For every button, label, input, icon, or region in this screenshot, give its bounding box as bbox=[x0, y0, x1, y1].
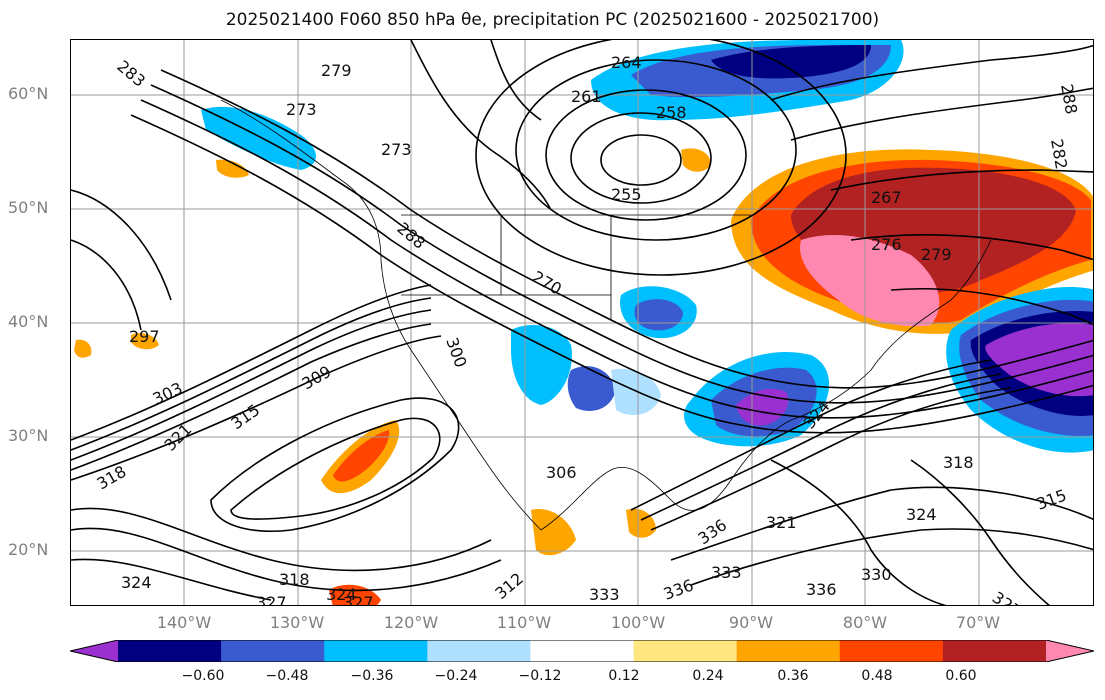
contour-label: 336 bbox=[806, 580, 837, 599]
lon-label-110w: 110°W bbox=[496, 613, 552, 632]
contour-label: 279 bbox=[321, 61, 352, 80]
contour-label: 300 bbox=[442, 335, 470, 370]
contour-label: 273 bbox=[286, 100, 317, 119]
theta-e-contours bbox=[71, 40, 1093, 605]
colorbar-tick: −0.36 bbox=[350, 668, 394, 684]
colorbar-tick: −0.60 bbox=[181, 668, 225, 684]
contour-label: 330 bbox=[861, 565, 892, 584]
lon-label-140w: 140°W bbox=[156, 613, 212, 632]
contour-label: 333 bbox=[589, 585, 620, 604]
lat-label-40n: 40°N bbox=[8, 312, 49, 331]
lon-label-80w: 80°W bbox=[842, 613, 888, 632]
colorbar-tick: 0.12 bbox=[608, 668, 640, 684]
contour-label: 318 bbox=[279, 570, 310, 589]
precip-shading bbox=[74, 40, 1093, 605]
colorbar-tick: 0.36 bbox=[777, 668, 809, 684]
chart-title: 2025021400 F060 850 hPa θe, precipitatio… bbox=[225, 10, 880, 30]
contour-label: 318 bbox=[943, 453, 974, 472]
contour-label: 261 bbox=[571, 87, 602, 106]
contour-label: 312 bbox=[491, 569, 527, 603]
colorbar-tick: −0.12 bbox=[518, 668, 562, 684]
contour-label: 324 bbox=[906, 505, 937, 524]
contour-label: 324 bbox=[326, 585, 357, 604]
colorbar-tick: 0.60 bbox=[945, 668, 977, 684]
contour-label: 279 bbox=[921, 245, 952, 264]
colorbar bbox=[70, 640, 1094, 662]
colorbar-cell bbox=[633, 640, 738, 662]
contour-label: 327 bbox=[989, 588, 1025, 606]
colorbar-cell bbox=[118, 640, 222, 662]
contour-label: 315 bbox=[1034, 485, 1069, 513]
contour-label: 288 bbox=[1057, 82, 1081, 115]
colorbar-cell bbox=[942, 640, 1047, 662]
lat-label-50n: 50°N bbox=[8, 198, 49, 217]
contour-label: 324 bbox=[121, 573, 152, 592]
colorbar-tick: −0.24 bbox=[434, 668, 478, 684]
contour-label: 309 bbox=[299, 362, 335, 394]
colorbar-tick: 0.48 bbox=[861, 668, 893, 684]
contour-label: 267 bbox=[871, 188, 902, 207]
contour-label: 276 bbox=[871, 235, 902, 254]
colorbar-tick: −0.48 bbox=[265, 668, 309, 684]
contour-label: 327 bbox=[256, 593, 287, 606]
lat-label-30n: 30°N bbox=[8, 426, 49, 445]
contour-label: 336 bbox=[661, 575, 696, 603]
colorbar-extend-high bbox=[1046, 640, 1094, 662]
colorbar-cell bbox=[221, 640, 325, 662]
contour-label: 297 bbox=[129, 327, 160, 346]
lat-label-20n: 20°N bbox=[8, 540, 49, 559]
colorbar-cell bbox=[839, 640, 944, 662]
contour-label: 333 bbox=[711, 563, 742, 582]
map-panel[interactable]: 283 279 264 261 258 255 273 273 288 270 … bbox=[70, 39, 1094, 606]
colorbar-extend-low bbox=[70, 640, 118, 662]
contour-label: 336 bbox=[694, 515, 730, 548]
colorbar-tick: 0.24 bbox=[692, 668, 724, 684]
colorbar-cell bbox=[530, 640, 635, 662]
contour-label: 306 bbox=[546, 463, 577, 482]
colorbar-cell bbox=[736, 640, 841, 662]
contour-label: 282 bbox=[1047, 137, 1071, 170]
contour-label: 264 bbox=[611, 53, 642, 72]
map-canvas: 283 279 264 261 258 255 273 273 288 270 … bbox=[71, 40, 1093, 606]
contour-label: 321 bbox=[160, 420, 195, 455]
contour-label: 258 bbox=[656, 103, 687, 122]
lat-label-60n: 60°N bbox=[8, 84, 49, 103]
lon-label-90w: 90°W bbox=[728, 613, 774, 632]
lon-label-100w: 100°W bbox=[610, 613, 666, 632]
coastlines bbox=[220, 99, 992, 531]
contour-label: 321 bbox=[766, 513, 797, 532]
colorbar-cell bbox=[427, 640, 531, 662]
lon-label-70w: 70°W bbox=[955, 613, 1001, 632]
lon-label-130w: 130°W bbox=[269, 613, 325, 632]
contour-label: 327 bbox=[343, 593, 374, 606]
graticule bbox=[71, 40, 1093, 605]
lon-label-120w: 120°W bbox=[383, 613, 439, 632]
contour-label: 283 bbox=[113, 57, 149, 91]
colorbar-cell bbox=[324, 640, 428, 662]
contour-label: 318 bbox=[94, 462, 130, 494]
contour-label: 255 bbox=[611, 185, 642, 204]
contour-label: 273 bbox=[381, 140, 412, 159]
